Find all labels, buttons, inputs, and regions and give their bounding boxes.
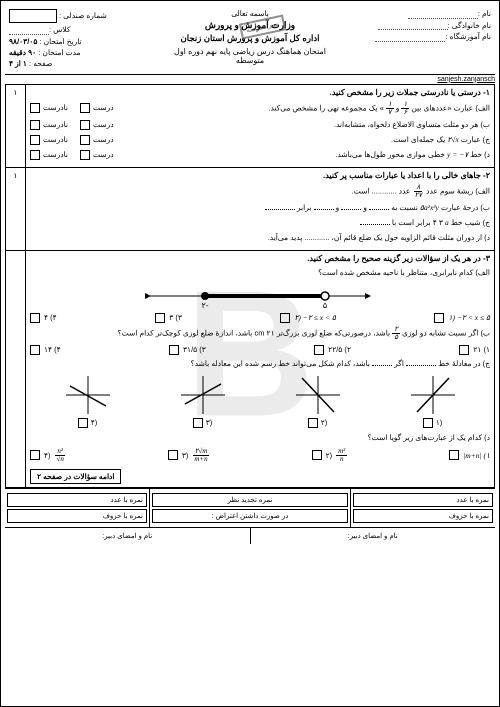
regrade[interactable]: نمره تجدید نظر bbox=[152, 493, 348, 507]
date-label: تاریخ امتحان : bbox=[39, 37, 81, 46]
q3c-graphs: (۱ (۲ (۳ (۴ bbox=[30, 374, 490, 428]
q1c-true[interactable]: درست bbox=[80, 134, 114, 146]
source-url: sanjesh.zanjansch bbox=[5, 76, 495, 83]
besm: باسمه تعالی bbox=[172, 9, 327, 18]
svg-text:-۲: -۲ bbox=[202, 301, 209, 309]
seat-label: شماره صندلی : bbox=[59, 11, 107, 20]
q1a-true[interactable]: درست bbox=[80, 102, 114, 114]
q2c: ج) شیب خط a ۳ ۴ برابر است با bbox=[30, 217, 490, 229]
q2-cell: ۲- جاهای خالی را با اعداد یا عبارات مناس… bbox=[26, 167, 495, 250]
exam-header: نام : نام خانوادگی : نام آموزشگاه : باسم… bbox=[5, 5, 495, 75]
q1a-false[interactable]: نادرست bbox=[30, 102, 68, 114]
grade-word-l[interactable]: نمره با حروف bbox=[7, 509, 147, 523]
header-center: باسمه تعالی وزارت آموزش و پرورش اداره کل… bbox=[168, 5, 331, 72]
q3b-opt2[interactable]: ۲) ۲۲/۵ bbox=[314, 345, 351, 355]
q3c-opt4[interactable]: (۴ bbox=[64, 374, 112, 428]
q3b-opt1[interactable]: ۱) ۲۱ bbox=[459, 345, 490, 355]
q3d-options: |m+n| (۱ m²n (۲ ۲√mm+n (۳ n²√n (۴ bbox=[30, 448, 490, 463]
q2-head: ۲- جاهای خالی را با اعداد یا عبارات مناس… bbox=[30, 171, 490, 180]
q1b-false[interactable]: نادرست bbox=[30, 119, 68, 131]
q3c-opt3[interactable]: (۳ bbox=[179, 374, 227, 428]
q3d: د) کدام یک از عبارت‌های زیر گویا است؟ bbox=[30, 432, 490, 444]
q3b-opt4[interactable]: ۴) ۱۴ bbox=[30, 345, 61, 355]
frac-2: ۱۷ bbox=[386, 101, 394, 116]
grade-num-l[interactable]: نمره با عدد bbox=[7, 493, 147, 507]
q3c: ج) در معادلهٔ خط اگر باشد، کدام شکل می‌ت… bbox=[30, 358, 490, 370]
q1d-text: د) خط y = −۷ خطی موازی محور طول‌ها می‌با… bbox=[120, 149, 490, 161]
q1-head: ۱- درستی یا نادرستی جملات زیر را مشخص کن… bbox=[30, 88, 490, 97]
lastname-blank[interactable] bbox=[378, 21, 448, 30]
q3-cell: ۳- در هر یک از سؤالات زیر گزینه صحیح را … bbox=[26, 250, 495, 487]
q3a-opt3[interactable]: ۳) ۳ bbox=[155, 313, 182, 323]
school-label: نام آموزشگاه : bbox=[445, 32, 491, 41]
q1c-text: ج) عبارت ۲√x یک جمله‌ای است. bbox=[120, 134, 490, 146]
q3b-options: ۱) ۲۱ ۲) ۲۲/۵ ۳) ۳۱/۵ ۴) ۱۴ bbox=[30, 345, 490, 355]
duration-label: مدت امتحان : bbox=[38, 48, 80, 57]
grade-word-r[interactable]: نمره با حروف bbox=[353, 509, 493, 523]
q3a-opt1[interactable]: ۱) −۲ < x ≤ ۵ bbox=[434, 313, 490, 323]
q3b: ب) اگر نسبت تشابه دو لوزی ۲۵ باشد، درصور… bbox=[30, 326, 490, 341]
q2a: الف) ریشهٔ سوم عدد ۸۲۷ عدد ............ … bbox=[30, 184, 490, 199]
objection[interactable]: در صورت داشتن اعتراض : bbox=[152, 509, 348, 523]
school-blank[interactable] bbox=[375, 33, 445, 42]
number-line: -۲ ۵ bbox=[145, 283, 375, 309]
footer-left: نمره با عدد نمره با حروف bbox=[5, 489, 149, 527]
q3a: الف) کدام نابرابری، متناظر با ناحیه مشخص… bbox=[30, 267, 490, 279]
q2-score: ۱ bbox=[6, 167, 26, 250]
date-value: ۹۸/۰۳/۰۵ bbox=[9, 37, 37, 46]
q1d-false[interactable]: نادرست bbox=[30, 149, 68, 161]
q3c-opt1[interactable]: (۱ bbox=[409, 374, 457, 428]
q1b-true[interactable]: درست bbox=[80, 119, 114, 131]
q1d-true[interactable]: درست bbox=[80, 149, 114, 161]
q3c-opt2[interactable]: (۲ bbox=[294, 374, 342, 428]
q3d-opt2[interactable]: m²n (۲ bbox=[312, 448, 348, 463]
svg-text:۵: ۵ bbox=[323, 301, 327, 309]
footer-right: نمره با عدد نمره با حروف bbox=[350, 489, 495, 527]
q1a-text: الف) عبارت «عددهای بین ۱۶ و ۱۷ » یک مجمو… bbox=[120, 101, 490, 116]
lastname-label: نام خانوادگی : bbox=[448, 21, 491, 30]
exam-title: امتحان هماهنگ درس ریاضی پایه نهم دوره او… bbox=[172, 47, 327, 65]
q1-cell: ۱- درستی یا نادرستی جملات زیر را مشخص کن… bbox=[26, 84, 495, 167]
q2b: ب) درجهٔ عبارت ۵a²x³y نسبت به و و برابر bbox=[30, 202, 490, 214]
q3a-options: ۱) −۲ < x ≤ ۵ ۲) −۲ ≤ x < ۵ ۳) ۳ ۴) ۴ bbox=[30, 313, 490, 323]
signature-row: نام و امضای دبیر: نام و امضای دبیر: bbox=[5, 527, 495, 544]
q3d-opt3[interactable]: ۲√mm+n (۳ bbox=[168, 448, 210, 463]
sign-2[interactable]: نام و امضای دبیر: bbox=[5, 528, 250, 544]
q3a-opt4[interactable]: ۴) ۴ bbox=[30, 313, 57, 323]
duration-value: ۹۰ دقیقه bbox=[9, 48, 36, 57]
page-label: صفحه : bbox=[29, 59, 52, 68]
seat-box[interactable] bbox=[9, 9, 57, 23]
name-blank[interactable] bbox=[408, 10, 478, 19]
header-left: شماره صندلی : کلاس : تاریخ امتحان : ۹۸/۰… bbox=[5, 5, 168, 72]
q3-score bbox=[6, 250, 26, 487]
q3b-opt3[interactable]: ۳) ۳۱/۵ bbox=[169, 345, 206, 355]
q3d-opt1[interactable]: |m+n| (۱ bbox=[449, 448, 490, 463]
grade-num-r[interactable]: نمره با عدد bbox=[353, 493, 493, 507]
class-blank[interactable] bbox=[9, 26, 49, 35]
name-label: نام : bbox=[478, 9, 491, 18]
q1c-false[interactable]: نادرست bbox=[30, 134, 68, 146]
q1-score: ۱ bbox=[6, 84, 26, 167]
q3d-opt4[interactable]: n²√n (۴ bbox=[30, 448, 66, 463]
class-label: کلاس : bbox=[49, 25, 70, 34]
q2d: د) از دوران مثلث قائم الزاویه حول یک ضلع… bbox=[30, 232, 490, 244]
footer-mid: نمره تجدید نظر در صورت داشتن اعتراض : bbox=[149, 489, 350, 527]
questions-table: ۱- درستی یا نادرستی جملات زیر را مشخص کن… bbox=[5, 84, 495, 488]
header-right: نام : نام خانوادگی : نام آموزشگاه : bbox=[332, 5, 495, 72]
q3a-opt2[interactable]: ۲) −۲ ≤ x < ۵ bbox=[280, 313, 336, 323]
q1b-text: ب) هر دو مثلث متساوی الاضلاع دلخواه، متش… bbox=[120, 119, 490, 131]
continue-chip: ادامه سؤالات در صفحه ۲ bbox=[30, 469, 121, 484]
q3-head: ۳- در هر یک از سؤالات زیر گزینه صحیح را … bbox=[30, 254, 490, 263]
page-value: ۱ از ۴ bbox=[9, 59, 27, 68]
grade-footer: نمره با عدد نمره با حروف نمره تجدید نظر … bbox=[5, 488, 495, 527]
sign-1[interactable]: نام و امضای دبیر: bbox=[250, 528, 496, 544]
